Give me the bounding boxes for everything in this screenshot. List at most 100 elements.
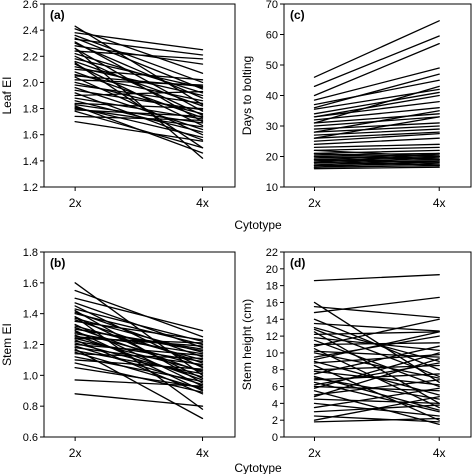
y-tick-label: 18 — [266, 281, 278, 293]
y-axis-title: Stem EI — [0, 323, 14, 366]
y-tick-label: 2.0 — [23, 77, 38, 89]
y-tick-label: 22 — [266, 247, 278, 259]
data-line — [313, 110, 440, 133]
data-line — [313, 335, 440, 358]
y-tick-label: 0 — [272, 432, 278, 444]
data-line — [313, 116, 440, 139]
data-line — [74, 100, 204, 133]
data-line — [313, 385, 440, 392]
plot-frame — [43, 3, 236, 188]
data-line — [313, 35, 440, 87]
y-tick-label: 1.4 — [23, 309, 38, 321]
data-line — [313, 328, 440, 378]
y-tick-label: 1.8 — [23, 104, 38, 116]
x-tick-label: 2x — [69, 196, 82, 210]
data-line — [74, 73, 204, 102]
y-tick-label: 60 — [266, 30, 278, 42]
data-line — [313, 132, 440, 142]
x-tick-label: 4x — [433, 196, 446, 210]
data-line — [313, 43, 440, 97]
data-line — [313, 91, 440, 115]
data-line — [74, 120, 204, 142]
y-tick-label: 20 — [266, 264, 278, 276]
y-tick-label: 10 — [266, 348, 278, 360]
panel-label: (c) — [290, 8, 305, 22]
data-line — [74, 68, 204, 81]
data-line — [74, 297, 204, 332]
data-line — [74, 289, 204, 338]
y-tick-label: 1.8 — [23, 247, 38, 259]
data-line — [313, 274, 440, 282]
x-axis-title: Cytotype — [234, 218, 282, 232]
y-tick-label: 14 — [266, 314, 278, 326]
data-line — [74, 337, 204, 344]
data-line — [74, 25, 204, 106]
data-line — [313, 152, 440, 161]
data-line — [74, 89, 204, 111]
data-line — [313, 166, 440, 170]
data-line — [313, 379, 440, 396]
data-line — [313, 339, 440, 388]
data-line — [313, 398, 440, 405]
y-axis-title: Stem height (cm) — [240, 299, 254, 390]
x-tick-label: 2x — [308, 446, 321, 460]
data-line — [74, 343, 204, 356]
y-axis-title: Days to bolting — [240, 56, 254, 135]
data-line — [313, 160, 440, 164]
data-line — [74, 90, 204, 97]
y-tick-label: 70 — [266, 0, 278, 11]
y-tick-label: 20 — [266, 152, 278, 164]
panel-label: (a) — [50, 8, 65, 22]
x-tick-label: 2x — [69, 446, 82, 460]
data-line — [313, 137, 440, 145]
x-tick-label: 4x — [196, 196, 209, 210]
y-tick-label: 1.4 — [23, 156, 38, 168]
data-line — [313, 85, 440, 124]
data-line — [313, 387, 440, 409]
y-tick-label: 2.6 — [23, 0, 38, 11]
panel-label: (d) — [290, 256, 305, 270]
x-tick-label: 4x — [433, 446, 446, 460]
data-line — [313, 131, 440, 139]
data-line — [74, 58, 204, 89]
data-line — [74, 320, 204, 341]
data-line — [313, 149, 440, 155]
data-line — [313, 415, 440, 423]
panel-label: (b) — [50, 256, 65, 270]
data-line — [313, 100, 440, 118]
data-line — [313, 296, 440, 314]
data-line — [313, 331, 440, 361]
y-tick-label: 1.6 — [23, 130, 38, 142]
data-line — [313, 353, 440, 364]
data-line — [313, 125, 440, 133]
data-line — [313, 352, 440, 379]
y-tick-label: 8 — [272, 365, 278, 377]
data-line — [313, 362, 440, 386]
data-line — [74, 328, 204, 352]
data-line — [74, 107, 204, 128]
data-line — [313, 79, 440, 106]
data-line — [74, 342, 204, 378]
data-line — [313, 149, 440, 158]
data-line — [313, 345, 440, 375]
data-line — [74, 60, 204, 107]
plot-frame — [283, 3, 472, 188]
y-tick-label: 2.4 — [23, 25, 38, 37]
data-line — [313, 164, 440, 168]
data-line — [74, 329, 204, 392]
x-tick-label: 2x — [308, 196, 321, 210]
data-line — [313, 73, 440, 109]
data-line — [313, 375, 440, 411]
data-line — [313, 358, 440, 398]
data-line — [74, 345, 204, 386]
data-line — [74, 109, 204, 118]
data-line — [313, 67, 440, 101]
data-line — [313, 143, 440, 149]
data-line — [313, 107, 440, 121]
y-tick-label: 0.8 — [23, 401, 38, 413]
data-line — [74, 311, 204, 358]
y-tick-label: 1.2 — [23, 182, 38, 194]
data-line — [313, 373, 440, 381]
data-line — [313, 342, 440, 346]
